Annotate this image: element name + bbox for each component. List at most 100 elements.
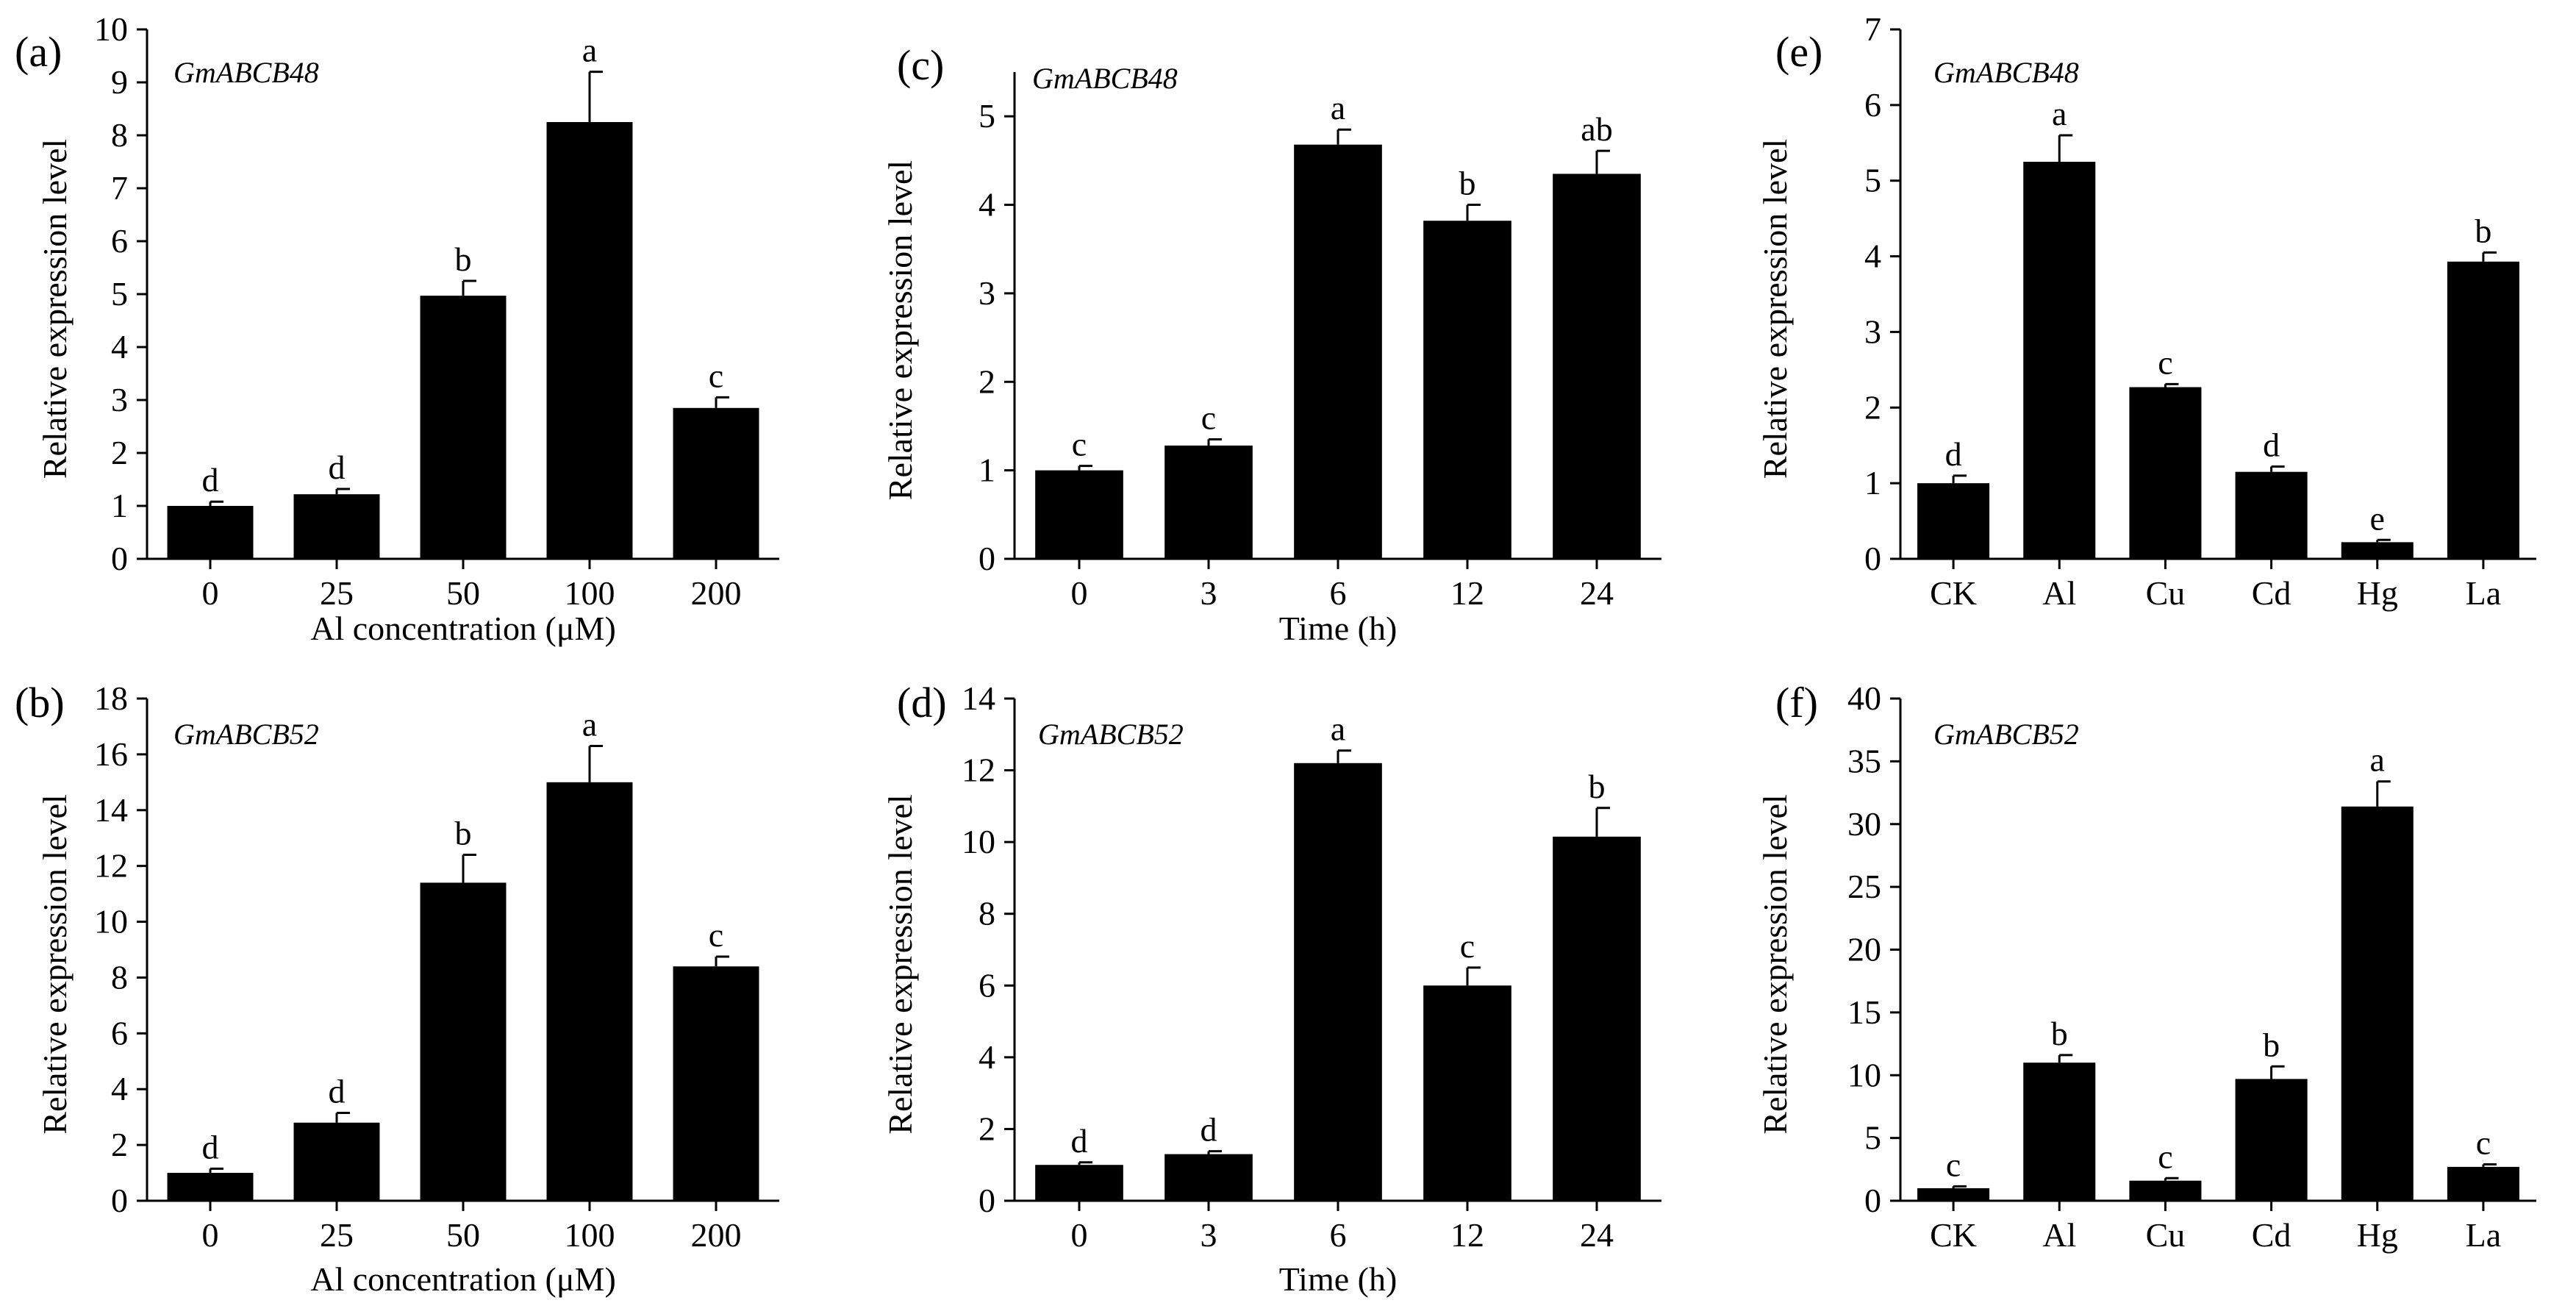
x-tick-label: Al [2042,574,2076,612]
significance-letter: c [2158,1138,2172,1175]
x-tick-label: La [2466,574,2502,612]
significance-letter: d [1071,1122,1088,1160]
y-tick-label: 4 [978,1038,995,1076]
x-tick-label: 0 [202,574,219,612]
x-tick-label: 200 [691,1216,742,1254]
x-tick-label: 24 [1580,1216,1614,1254]
y-axis-label: Relative expression level [36,794,74,1134]
bar-Al [2023,1063,2096,1201]
y-tick-label: 16 [94,735,128,773]
x-tick-label: Hg [2357,1216,2398,1254]
y-tick-label: 3 [978,274,995,312]
y-tick-label: 14 [962,679,995,717]
x-tick-label: 0 [202,1216,219,1254]
bar-200 [673,407,759,559]
significance-letter: c [1201,399,1216,437]
bar-Cd [2235,1079,2308,1201]
bar-6 [1294,763,1382,1201]
x-tick-label: 3 [1201,1216,1217,1254]
bar-Hg [2341,542,2414,559]
gene-title: GmABCB48 [1032,62,1178,95]
y-tick-label: 10 [94,10,128,48]
y-tick-label: 18 [94,679,128,717]
y-tick-label: 4 [978,186,995,224]
significance-letter: c [709,916,723,954]
y-tick-label: 14 [94,791,128,829]
x-tick-label: 0 [1071,1216,1088,1254]
y-tick-label: 2 [1864,388,1881,426]
y-tick-label: 2 [978,1110,995,1147]
bar-6 [1294,144,1382,559]
y-axis-label: Relative expression level [881,794,919,1134]
bar-12 [1423,221,1511,559]
panel-label: (b) [15,679,65,726]
y-tick-label: 3 [111,381,128,418]
y-tick-label: 1 [1864,464,1881,501]
y-axis-label: Relative expression level [881,160,919,500]
gene-title: GmABCB52 [1933,718,2079,751]
bar-Al [2023,162,2096,559]
x-tick-label: CK [1930,1216,1977,1254]
y-tick-label: 8 [111,116,128,154]
x-tick-label: 12 [1450,1216,1484,1254]
gene-title: GmABCB52 [1038,718,1184,751]
bar-0 [1035,1165,1123,1201]
x-tick-label: Cu [2146,574,2186,612]
significance-letter: b [1459,165,1476,202]
significance-letter: d [329,1072,346,1110]
bar-24 [1553,174,1641,559]
y-tick-label: 20 [1847,931,1881,968]
panel-label: (d) [897,679,947,726]
x-tick-label: 3 [1201,574,1217,612]
bar-100 [546,122,633,559]
y-tick-label: 7 [1864,10,1881,48]
significance-letter: a [1331,710,1345,748]
bar-CK [1917,1188,1990,1201]
x-axis-label: Al concentration (μM) [310,610,616,647]
y-tick-label: 8 [111,958,128,996]
bar-100 [546,782,633,1201]
panel-label: (c) [897,41,944,89]
y-tick-label: 7 [111,169,128,207]
significance-letter: a [2052,95,2067,132]
y-tick-label: 5 [111,275,128,313]
bar-Cu [2129,1180,2202,1201]
significance-letter: c [1072,426,1087,463]
bar-200 [673,966,759,1201]
y-tick-label: 10 [1847,1056,1881,1093]
x-tick-label: CK [1930,574,1977,612]
bar-24 [1553,836,1641,1201]
gene-title: GmABCB52 [173,718,319,751]
y-tick-label: 0 [978,540,995,577]
significance-letter: d [202,1128,219,1165]
y-tick-label: 4 [111,1070,128,1107]
bar-La [2447,261,2519,559]
chart-panel-b: 0 2 4 6 8 10 12 14 16 18 d 0 d 25 b 50 a 100 c 200 Relative … [15,679,779,1298]
y-axis-label: Relative expression level [36,139,74,479]
y-tick-label: 10 [94,903,128,940]
x-tick-label: 100 [565,1216,615,1254]
y-tick-label: 30 [1847,805,1881,843]
y-tick-label: 10 [962,823,995,860]
bar-Cu [2129,387,2202,559]
x-tick-label: 12 [1450,574,1484,612]
y-tick-label: 15 [1847,993,1881,1031]
y-tick-label: 3 [1864,313,1881,350]
bar-25 [293,1122,380,1201]
bar-25 [293,494,380,559]
significance-letter: a [2370,741,2385,779]
significance-letter: a [582,32,597,69]
significance-letter: b [2475,212,2491,249]
panel-label: (a) [15,28,62,76]
y-tick-label: 6 [1864,86,1881,124]
bar-3 [1164,445,1253,559]
y-tick-label: 6 [978,966,995,1004]
x-tick-label: 24 [1580,574,1614,612]
y-tick-label: 5 [1864,162,1881,199]
x-tick-label: 100 [565,574,615,612]
bar-CK [1917,483,1990,559]
gene-title: GmABCB48 [1933,56,2079,89]
y-tick-label: 0 [1864,1182,1881,1219]
